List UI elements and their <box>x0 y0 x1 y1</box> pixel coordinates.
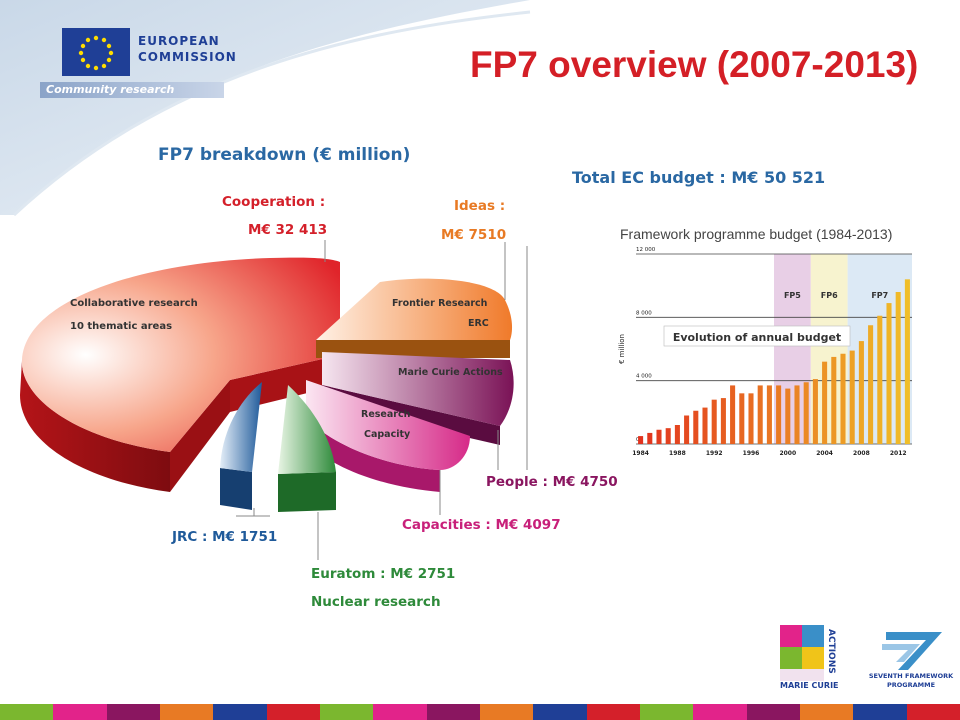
budget-bar <box>840 353 846 444</box>
logo-word-european: EUROPEAN <box>138 34 220 48</box>
label-people: People : M€ 4750 <box>486 474 618 490</box>
pie-slice-euratom <box>278 385 336 512</box>
slice-text-cooperation-2: 10 thematic areas <box>70 321 173 332</box>
budget-bar <box>730 385 736 444</box>
x-tick-label: 2004 <box>816 450 833 457</box>
eu-flag-icon <box>62 28 130 76</box>
label-cooperation: Cooperation : <box>222 194 326 210</box>
pie-slice-capacities <box>306 380 470 492</box>
budget-bar <box>858 341 864 444</box>
budget-bar <box>776 385 782 444</box>
budget-bar <box>702 407 708 444</box>
x-tick-label: 1988 <box>669 450 686 457</box>
seventh-framework-logo: SEVENTH FRAMEWORK PROGRAMME <box>868 628 954 696</box>
pie-slice-ideas <box>316 278 513 358</box>
logo-word-commission: COMMISSION <box>138 50 237 64</box>
pie-slice-jrc <box>220 382 262 510</box>
side-chart-title: Framework programme budget (1984-2013) <box>620 226 892 242</box>
budget-bar <box>748 393 754 444</box>
seven-icon <box>882 632 942 670</box>
budget-bar <box>665 428 671 444</box>
budget-bar <box>822 361 828 444</box>
budget-bar <box>803 382 809 444</box>
annotation-text: Evolution of annual budget <box>673 331 841 344</box>
breakdown-heading: FP7 breakdown (€ million) <box>158 145 411 165</box>
y-tick-label: 12 000 <box>636 247 656 253</box>
budget-bar <box>812 379 818 444</box>
budget-bar <box>785 388 791 444</box>
y-axis-label: € million <box>618 334 626 364</box>
european-commission-logo: EUROPEAN COMMISSION Community research <box>18 24 236 100</box>
logo-subtitle: Community research <box>40 82 224 98</box>
fp-band-label: FP6 <box>821 291 838 300</box>
label-ideas: Ideas : <box>454 198 506 214</box>
budget-bar <box>794 385 800 444</box>
slice-text-ideas-1: Frontier Research <box>392 298 488 309</box>
budget-bar <box>849 350 855 444</box>
framework-budget-chart: Framework programme budget (1984-2013) F… <box>618 226 912 457</box>
slice-text-capacities-2: Capacity <box>364 429 411 440</box>
budget-bar <box>895 292 901 444</box>
label-capacities: Capacities : M€ 4097 <box>402 517 561 533</box>
budget-bar <box>757 385 763 444</box>
budget-bar <box>766 385 772 444</box>
x-tick-label: 1996 <box>743 450 760 457</box>
label-euratom-sub: Nuclear research <box>311 594 441 610</box>
budget-bar <box>711 399 717 444</box>
budget-bar <box>693 410 699 444</box>
bottom-color-bar <box>0 704 960 720</box>
slice-text-cooperation-1: Collaborative research <box>70 298 198 309</box>
x-tick-label: 1992 <box>706 450 723 457</box>
budget-bar <box>656 429 662 444</box>
budget-bar <box>831 356 837 444</box>
budget-bar <box>638 436 644 444</box>
x-tick-label: 2008 <box>853 450 870 457</box>
side-chart-plot: FP5 FP6 FP7 12 000 8 000 4 000 0 € million 1984 1… <box>618 247 912 457</box>
pie-slice-people <box>322 352 514 445</box>
budget-bar <box>647 432 653 444</box>
budget-bar <box>886 303 892 444</box>
y-tick-label: 0 <box>636 437 640 443</box>
page-title: FP7 overview (2007-2013) <box>470 44 919 85</box>
x-tick-label: 2000 <box>779 450 796 457</box>
x-tick-label: 1984 <box>632 450 649 457</box>
annotation-box <box>663 325 851 347</box>
y-tick-label: 4 000 <box>636 374 652 380</box>
marie-curie-text: MARIE CURIE <box>780 681 839 690</box>
label-cooperation-value: M€ 32 413 <box>248 222 328 238</box>
fp-band-label: FP5 <box>784 291 801 300</box>
budget-bar <box>904 279 910 444</box>
slice-text-capacities-1: Research <box>361 409 411 420</box>
fp7-logo-text-2: PROGRAMME <box>886 681 936 689</box>
budget-bar <box>674 425 680 444</box>
label-jrc: JRC : M€ 1751 <box>172 529 278 545</box>
fp-band-label: FP7 <box>871 291 888 300</box>
budget-bar <box>684 415 690 444</box>
budget-bar <box>739 393 745 444</box>
budget-bar <box>877 315 883 444</box>
x-tick-label: 2012 <box>890 450 907 457</box>
slice-text-ideas-2: ERC <box>468 318 489 329</box>
budget-bar <box>868 325 874 444</box>
fp7-logo-text-1: SEVENTH FRAMEWORK <box>868 672 954 680</box>
label-ideas-value: M€ 7510 <box>441 227 507 243</box>
marie-curie-actions-text: ACTIONS <box>826 629 836 674</box>
marie-curie-logo: MARIE CURIE ACTIONS <box>780 625 850 695</box>
y-tick-label: 8 000 <box>636 310 652 316</box>
budget-bar <box>720 398 726 444</box>
label-euratom: Euratom : M€ 2751 <box>311 566 456 582</box>
slice-text-people: Marie Curie Actions <box>398 367 503 378</box>
leader-lines <box>236 240 528 560</box>
total-budget: Total EC budget : M€ 50 521 <box>572 168 826 187</box>
